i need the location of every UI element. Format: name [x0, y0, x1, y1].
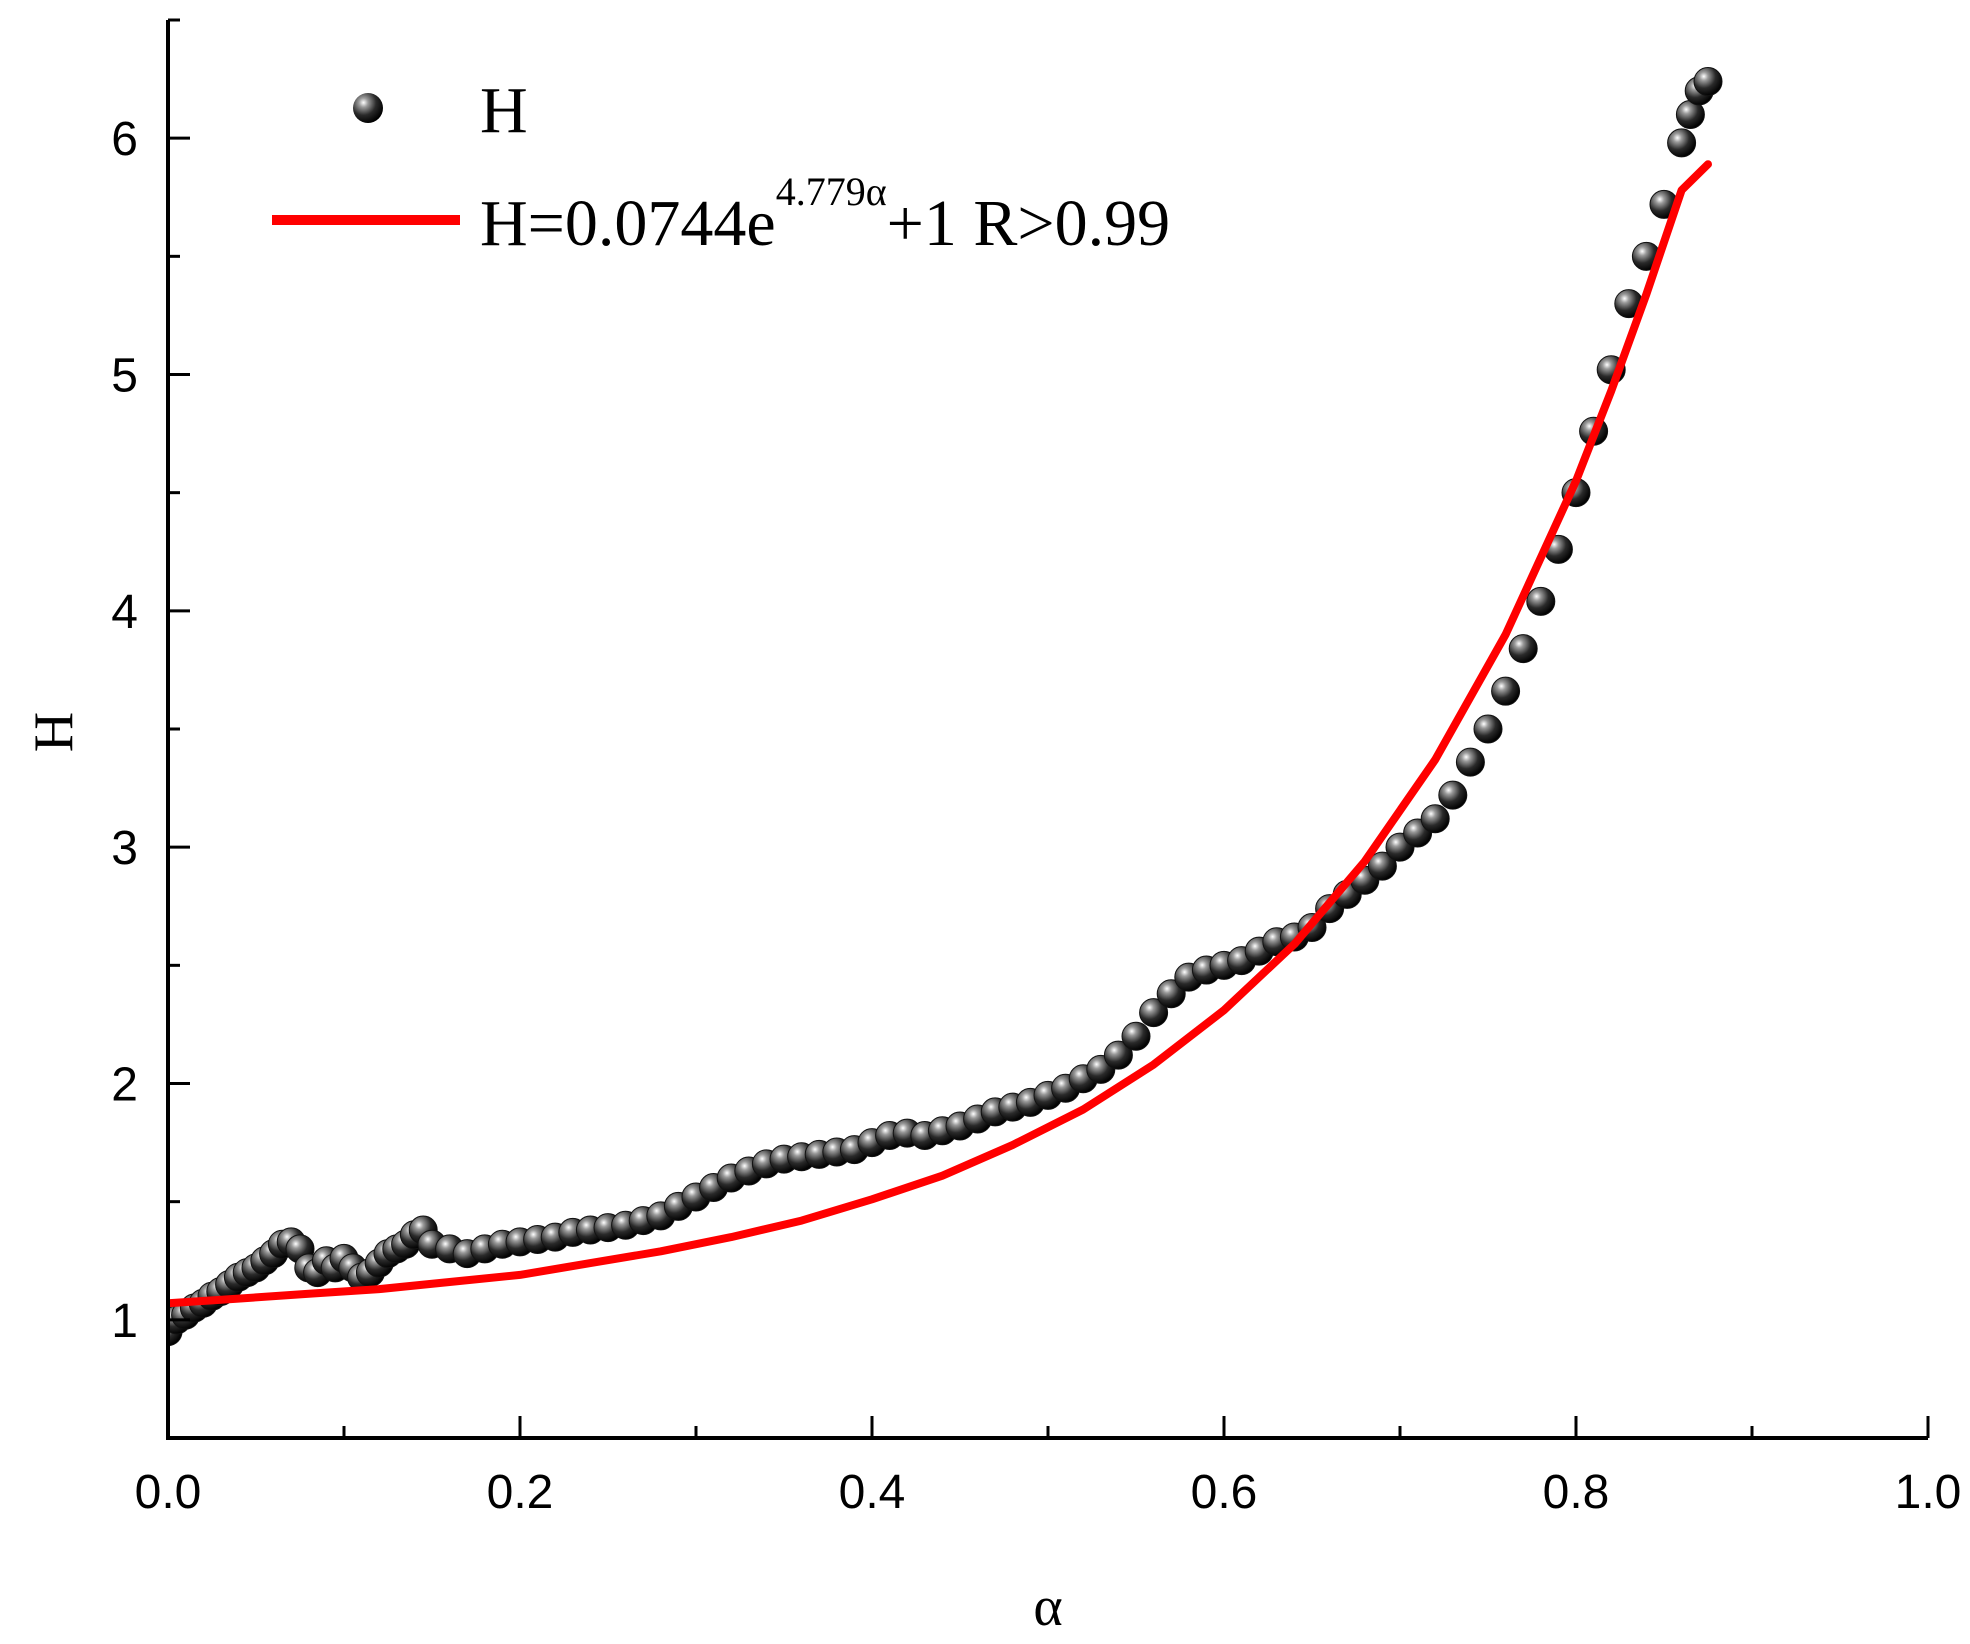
x-tick-label: 0.2 [487, 1466, 554, 1519]
scatter-point [1139, 998, 1169, 1028]
axes: 0.0 0.2 0.4 0.6 0.8 1.0 1 2 3 4 5 6 [111, 18, 1962, 1519]
plot-area [168, 66, 1723, 1347]
y-tick-label: 2 [111, 1059, 138, 1112]
x-tick-label: 0.6 [1191, 1466, 1258, 1519]
x-tick-label: 0.0 [135, 1466, 202, 1519]
legend-label-fit: H=0.0744e4.779α+1 R>0.99 [480, 169, 1170, 260]
x-tick-label: 1.0 [1895, 1466, 1962, 1519]
fit-line [168, 160, 1712, 1308]
scatter-point [1103, 1040, 1133, 1070]
x-axis-title: α [1033, 1576, 1062, 1638]
scatter-point [1526, 586, 1556, 616]
y-tick-label: 6 [111, 113, 138, 166]
x-ticks: 0.0 0.2 0.4 0.6 0.8 1.0 [135, 1416, 1962, 1519]
legend-label-H: H [480, 74, 528, 147]
y-tick-label: 4 [111, 586, 138, 639]
x-tick-label: 0.8 [1543, 1466, 1610, 1519]
legend-fit-suffix: +1 R>0.99 [887, 187, 1170, 260]
legend-fit-exponent: 4.779α [776, 169, 887, 214]
scatter-point [1508, 634, 1538, 664]
y-tick-label: 3 [111, 822, 138, 875]
scatter-point [1667, 128, 1697, 158]
scatter-point [1455, 747, 1485, 777]
scatter-point [1438, 780, 1468, 810]
y-tick-label: 5 [111, 350, 138, 403]
y-axis-title: H [23, 712, 85, 752]
y-tick-label: 1 [111, 1295, 138, 1348]
scatter-series-H [168, 66, 1723, 1347]
scatter-point [1367, 851, 1397, 881]
scatter-point [1693, 66, 1723, 96]
legend-fit-prefix: H=0.0744e [480, 187, 776, 260]
legend: H H=0.0744e4.779α+1 R>0.99 [272, 74, 1170, 260]
scatter-point [1121, 1021, 1151, 1051]
scatter-point [1473, 714, 1503, 744]
scatter-point [1420, 804, 1450, 834]
fit-series [168, 160, 1712, 1308]
x-tick-label: 0.4 [839, 1466, 906, 1519]
y-ticks: 1 2 3 4 5 6 [111, 18, 190, 1440]
scatter-point [1491, 676, 1521, 706]
legend-marker-H [353, 93, 383, 123]
